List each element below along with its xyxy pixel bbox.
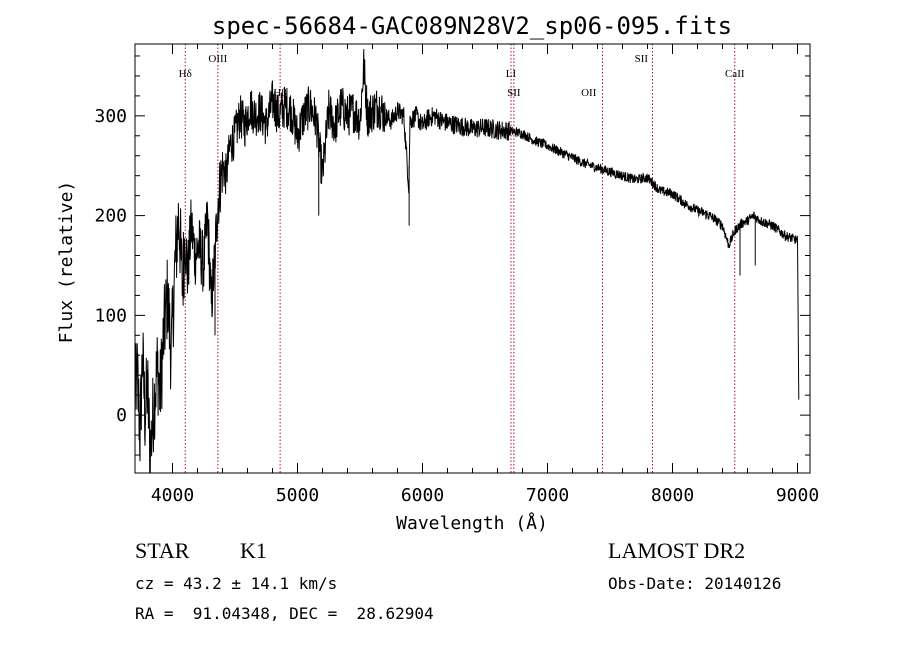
x-tick-label: 6000 bbox=[401, 485, 444, 506]
spectral-line-label: LI bbox=[506, 68, 517, 80]
spectral-line-label: SII bbox=[507, 87, 521, 99]
chart-title: spec-56684-GAC089N28V2_sp06-095.fits bbox=[212, 12, 732, 40]
y-tick-label: 200 bbox=[94, 206, 127, 227]
spectrum-series bbox=[134, 49, 800, 474]
y-axis-label: Flux (relative) bbox=[56, 181, 77, 344]
y-tick-label: 300 bbox=[94, 106, 127, 127]
x-tick-label: 7000 bbox=[526, 485, 569, 506]
spectral-line-label: Hβ bbox=[273, 87, 287, 99]
spectral-line-label: OII bbox=[581, 87, 597, 99]
spectral-line-labels: Hδ OIII Hβ LI SII OII SII CaII bbox=[179, 53, 745, 99]
x-tick-label: 9000 bbox=[776, 485, 819, 506]
redshift-velocity: cz = 43.2 ± 14.1 km/s bbox=[135, 574, 338, 593]
ra-dec-coordinates: RA = 91.04348, DEC = 28.62904 bbox=[135, 604, 434, 623]
spectral-line-markers bbox=[184, 44, 736, 473]
spectral-line-label: OIII bbox=[208, 53, 227, 65]
x-tick-label: 5000 bbox=[276, 485, 319, 506]
object-subclass: K1 bbox=[240, 538, 267, 563]
y-tick-label: 100 bbox=[94, 305, 127, 326]
survey-name: LAMOST DR2 bbox=[608, 538, 746, 563]
object-type: STAR bbox=[135, 538, 190, 563]
observation-date: Obs-Date: 20140126 bbox=[608, 574, 782, 593]
spectral-line-label: SII bbox=[635, 53, 649, 65]
x-tick-label: 4000 bbox=[151, 485, 194, 506]
plot-frame bbox=[134, 43, 811, 474]
plot-axes: 4000 5000 6000 7000 8000 9000 0 100 200 300 bbox=[94, 43, 819, 506]
spectral-line-label: CaII bbox=[725, 68, 745, 80]
x-tick-label: 8000 bbox=[651, 485, 694, 506]
spectrum-line bbox=[134, 49, 800, 474]
x-axis-label: Wavelength (Å) bbox=[396, 512, 548, 534]
spectral-line-label: Hδ bbox=[179, 68, 192, 80]
y-tick-label: 0 bbox=[116, 405, 127, 426]
